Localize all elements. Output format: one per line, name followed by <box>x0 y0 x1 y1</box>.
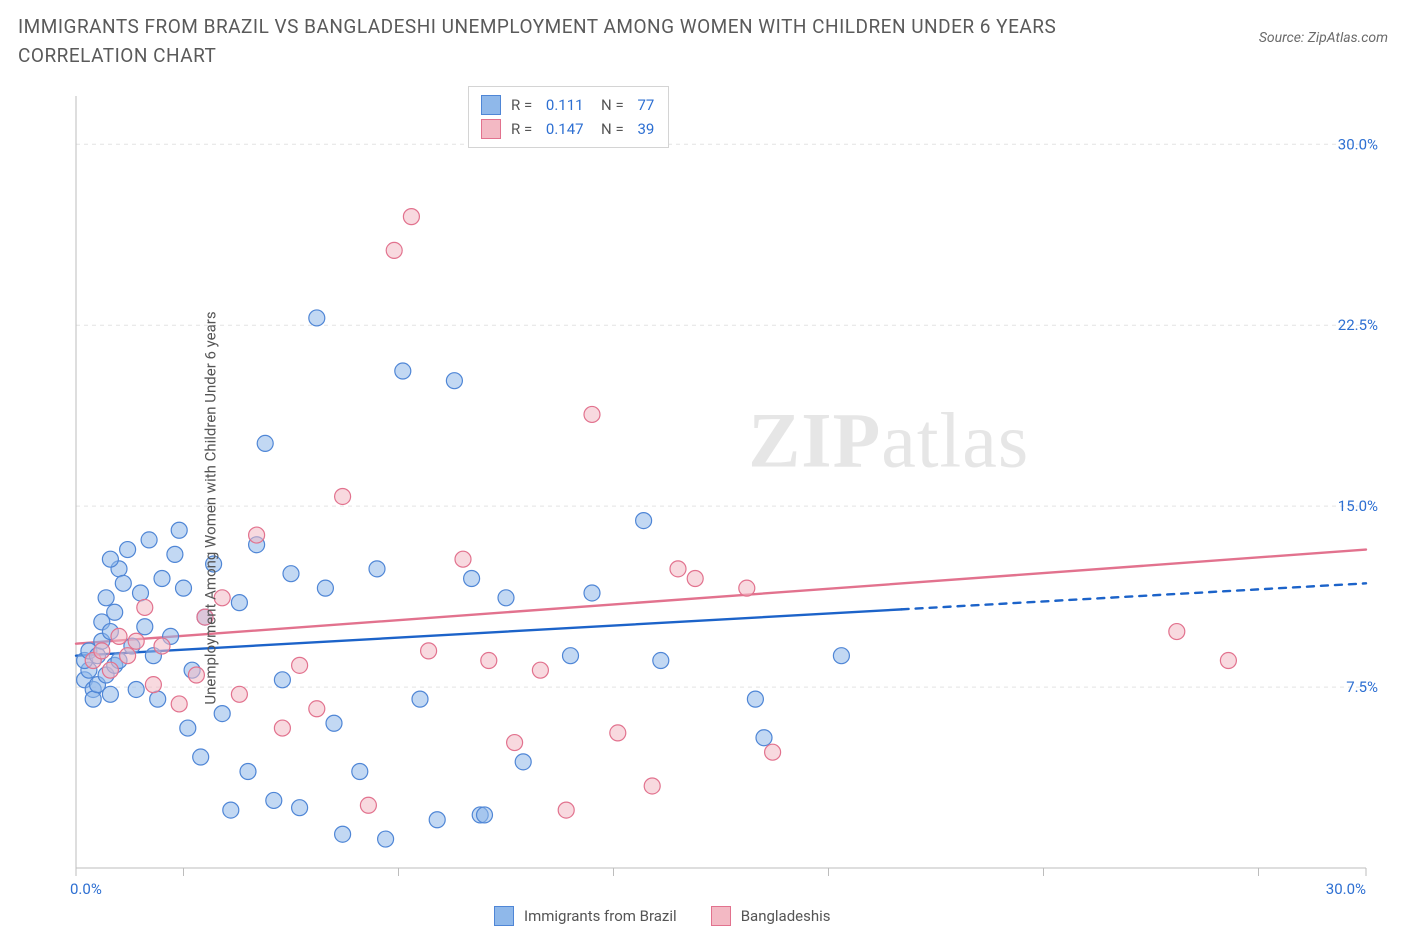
legend-r-value: 0.111 <box>542 93 583 117</box>
svg-text:22.5%: 22.5% <box>1338 316 1378 334</box>
scatter-chart: 7.5% 15.0% 22.5% 30.0% ZIPatlas 0.0% 30.0% <box>18 86 1388 930</box>
legend-correlation-box: R = 0.111 N = 77R = 0.147 N = 39 <box>468 86 669 148</box>
legend-swatch <box>711 906 731 926</box>
legend-series-item: Immigrants from Brazil <box>494 906 677 926</box>
chart-host: Unemployment Among Women with Children U… <box>18 86 1388 930</box>
legend-series: Immigrants from Brazil Bangladeshis <box>494 906 831 926</box>
legend-r-label: R = <box>511 93 532 117</box>
svg-text:7.5%: 7.5% <box>1346 678 1378 696</box>
legend-series-label: Immigrants from Brazil <box>524 907 677 925</box>
header-row: IMMIGRANTS FROM BRAZIL VS BANGLADESHI UN… <box>18 12 1388 71</box>
svg-text:ZIPatlas: ZIPatlas <box>748 397 1029 484</box>
legend-stat-row: R = 0.147 N = 39 <box>481 117 654 141</box>
svg-text:0.0%: 0.0% <box>70 880 102 898</box>
legend-n-label: N = <box>594 93 624 117</box>
legend-stat-row: R = 0.111 N = 77 <box>481 93 654 117</box>
legend-swatch <box>481 119 501 139</box>
legend-r-value: 0.147 <box>542 117 583 141</box>
legend-series-label: Bangladeshis <box>741 907 831 925</box>
svg-text:30.0%: 30.0% <box>1338 135 1378 153</box>
svg-text:30.0%: 30.0% <box>1326 880 1366 898</box>
chart-title: IMMIGRANTS FROM BRAZIL VS BANGLADESHI UN… <box>18 12 1138 71</box>
svg-text:15.0%: 15.0% <box>1338 497 1378 515</box>
source-citation: Source: ZipAtlas.com <box>1259 12 1388 46</box>
legend-n-value: 39 <box>634 117 655 141</box>
legend-swatch <box>481 95 501 115</box>
chart-page: IMMIGRANTS FROM BRAZIL VS BANGLADESHI UN… <box>0 0 1406 930</box>
legend-r-label: R = <box>511 117 532 141</box>
legend-n-label: N = <box>594 117 624 141</box>
y-axis-title: Unemployment Among Women with Children U… <box>202 311 220 704</box>
legend-n-value: 77 <box>634 93 655 117</box>
legend-series-item: Bangladeshis <box>711 906 831 926</box>
legend-swatch <box>494 906 514 926</box>
